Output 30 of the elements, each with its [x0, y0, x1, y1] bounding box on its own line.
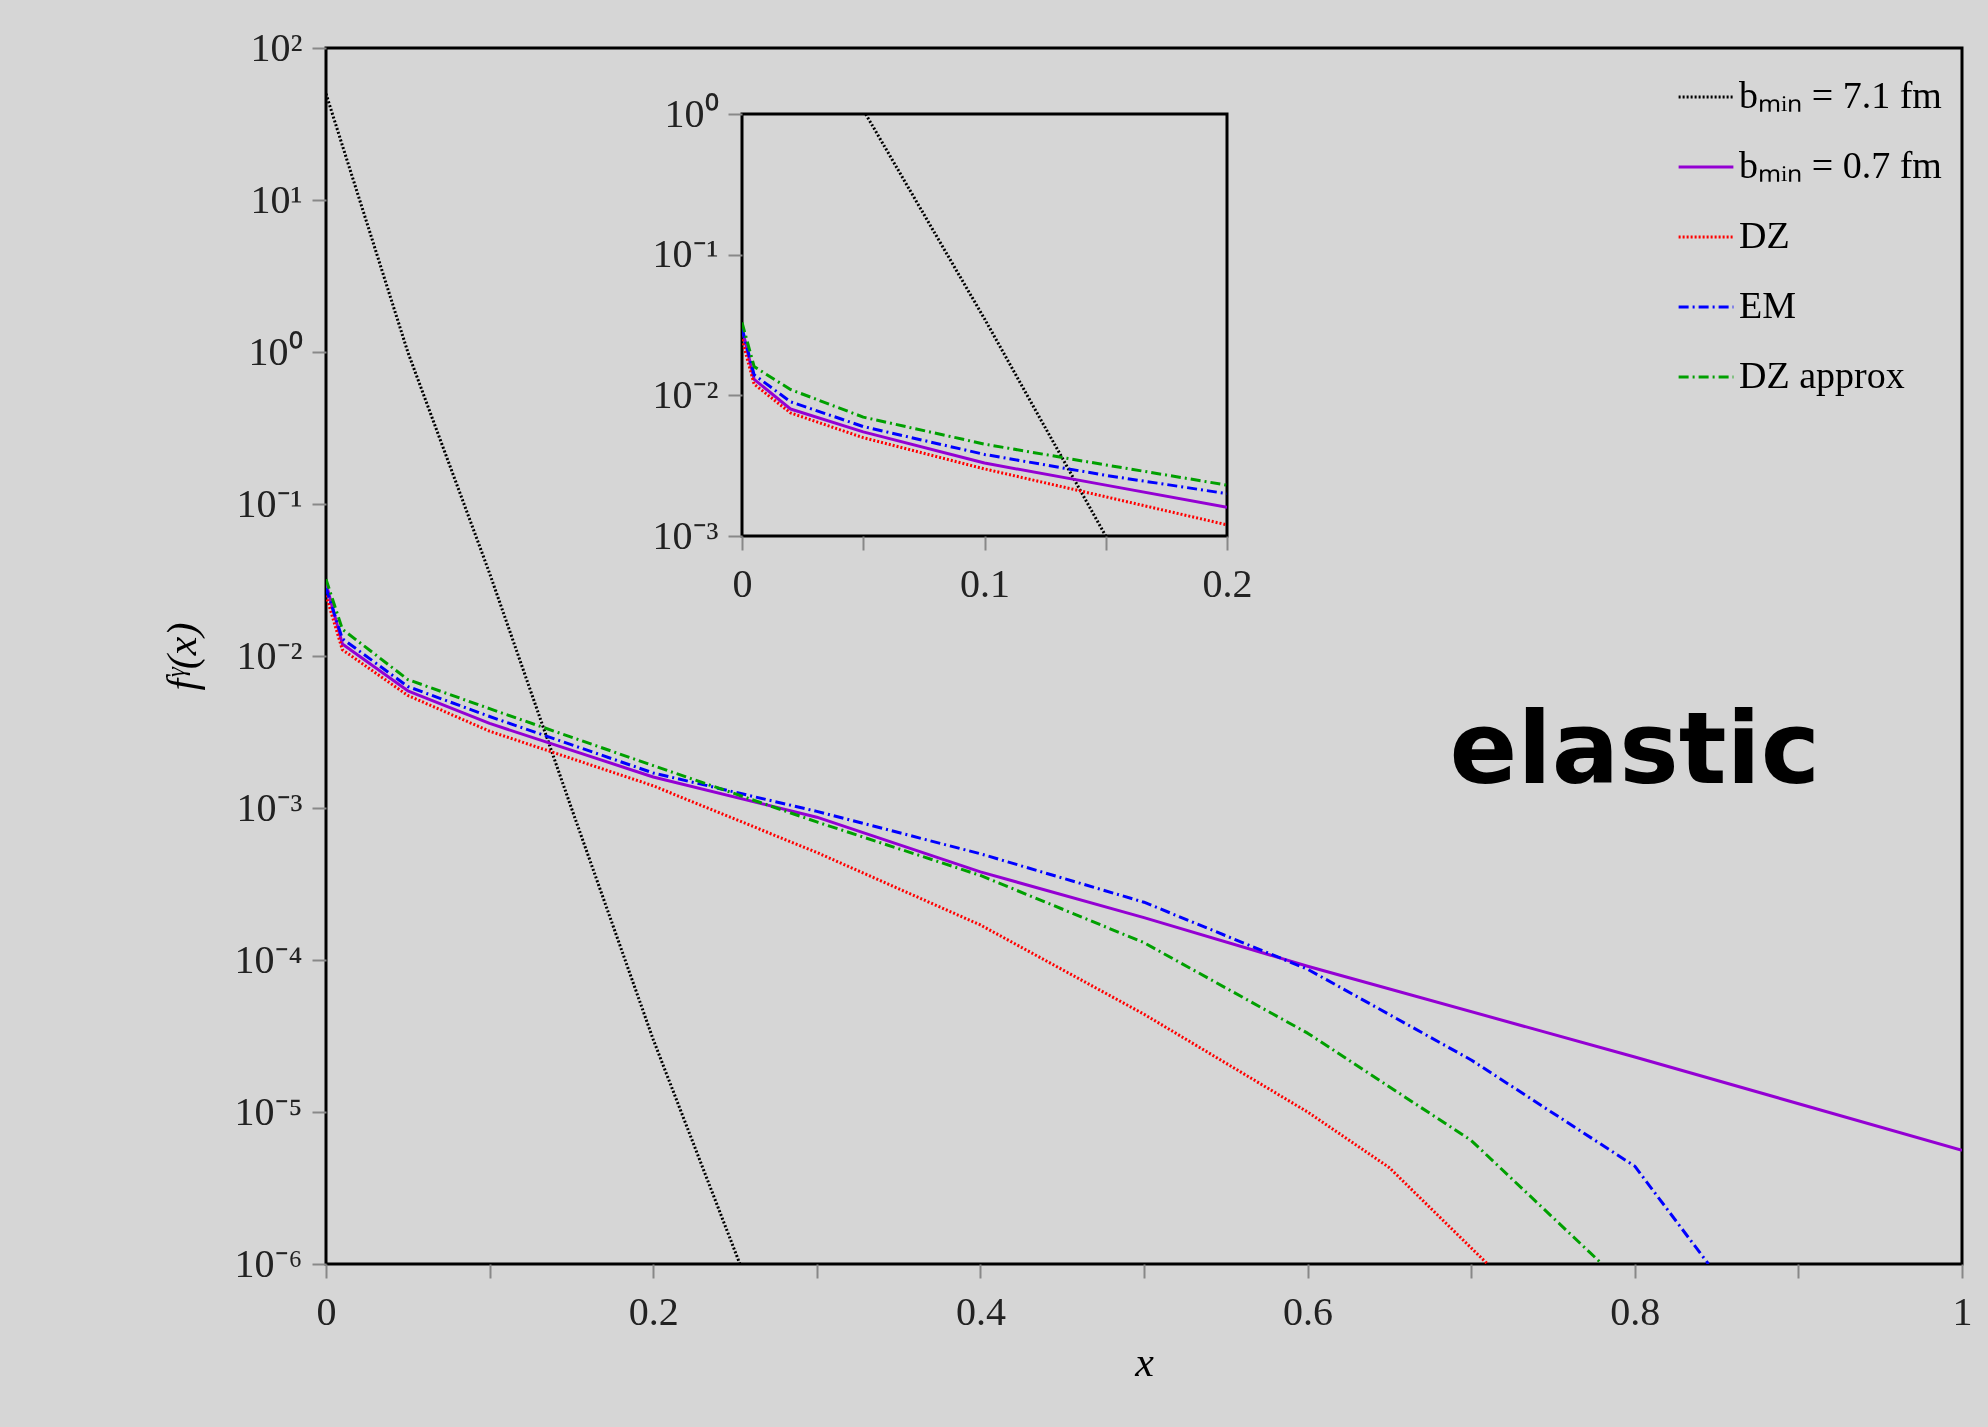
x-tick-label: 1	[1952, 1288, 1973, 1334]
x-tick-label: 0.1	[960, 560, 1010, 606]
y-tick-label: 10⁻²	[652, 371, 719, 417]
legend-label: bₘᵢₙ = 7.1 fm	[1739, 74, 1942, 116]
y-tick-label: 10⁻⁵	[234, 1088, 303, 1134]
x-tick-label: 0	[732, 560, 753, 606]
y-tick-label: 10⁰	[664, 90, 719, 136]
y-axis-title: fᵞ(x)	[158, 622, 206, 691]
x-axis-title: x	[1134, 1338, 1155, 1385]
x-tick-label: 0.6	[1283, 1288, 1334, 1334]
y-tick-label: 10⁻⁶	[234, 1240, 303, 1286]
legend-label: DZ approx	[1739, 354, 1905, 396]
y-tick-label: 10⁻⁴	[234, 936, 303, 982]
y-tick-label: 10¹	[250, 176, 303, 222]
x-tick-label: 0.4	[955, 1288, 1006, 1334]
y-tick-label: 10⁰	[248, 328, 303, 374]
x-tick-label: 0.8	[1610, 1288, 1661, 1334]
y-tick-label: 10²	[250, 24, 303, 70]
y-tick-label: 10⁻¹	[652, 231, 719, 277]
x-tick-label: 0.2	[628, 1288, 679, 1334]
y-tick-label: 10⁻³	[236, 784, 303, 830]
legend-label: DZ	[1739, 214, 1790, 256]
legend-label: EM	[1739, 284, 1796, 326]
legend-label: bₘᵢₙ = 0.7 fm	[1739, 144, 1942, 186]
y-tick-label: 10⁻³	[652, 512, 719, 558]
y-tick-label: 10⁻¹	[236, 480, 303, 526]
x-tick-label: 0.2	[1202, 560, 1253, 606]
x-tick-label: 0	[316, 1288, 337, 1334]
annotation: elastic	[1449, 690, 1821, 808]
y-tick-label: 10⁻²	[236, 632, 303, 678]
